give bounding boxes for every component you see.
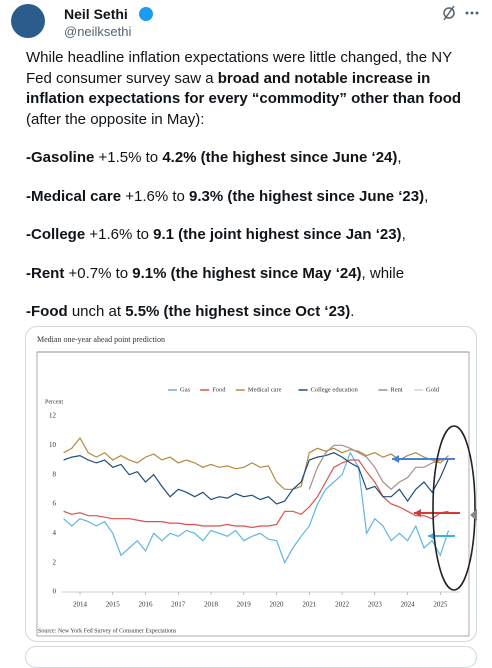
author-handle[interactable]: @neilksethi — [64, 24, 132, 39]
x-tick-label: 2024 — [401, 601, 416, 609]
text: , — [424, 187, 429, 205]
chart-frame — [36, 351, 470, 637]
x-tick-label: 2022 — [335, 601, 350, 609]
text: unch at — [67, 303, 126, 320]
legend-label: Food — [212, 386, 226, 393]
bold-text: -Medical care — [26, 187, 122, 205]
bold-text: broad and notable increase in inflation … — [26, 69, 462, 108]
verified-badge — [139, 7, 153, 21]
paragraph: -Rent +0.7% to 9.1% (the highest since M… — [26, 264, 476, 285]
legend-label: Gold — [426, 386, 440, 393]
source: Source: New York Fed Survey of Consumer … — [38, 627, 177, 634]
text: While headline inflation expectations we… — [26, 49, 452, 87]
paragraph: While headline inflation expectations we… — [26, 48, 476, 130]
y-tick-label: 12 — [49, 412, 57, 420]
y-tick-label: 6 — [53, 500, 57, 508]
text: (after the opposite in May): — [26, 110, 205, 128]
series-line — [63, 451, 450, 565]
bold-text: -Rent — [26, 264, 65, 282]
bold-text: 9.1% (the highest since May ‘24) — [132, 264, 362, 282]
x-tick-label: 2019 — [237, 601, 252, 609]
text: +0.7% to — [64, 264, 133, 282]
annotation-arrowhead — [414, 509, 421, 517]
x-tick-label: 2020 — [270, 601, 285, 609]
bold-text: 9.1 (the joint highest since Jan ‘23) — [153, 226, 402, 243]
x-tick-label: 2023 — [368, 601, 383, 609]
x-tick-label: 2017 — [171, 601, 186, 609]
x-tick-label: 2016 — [139, 601, 154, 609]
paragraph: -Gasoline +1.5% to 4.2% (the highest sin… — [26, 148, 476, 169]
author-name[interactable]: Neil Sethi — [64, 6, 128, 22]
bold-text: -College — [26, 226, 86, 243]
series-line — [63, 459, 449, 529]
paragraph: -College +1.6% to 9.1 (the joint highest… — [26, 225, 476, 246]
text: , while — [361, 264, 405, 282]
x-tick-label: 2021 — [302, 601, 317, 609]
bold-text: 4.2% (the highest since June ‘24) — [162, 149, 398, 166]
annotation-arrowhead — [470, 509, 477, 521]
tweet-text: While headline inflation expectations we… — [26, 48, 476, 341]
series-line — [308, 444, 449, 491]
text: , — [401, 226, 406, 243]
legend-label: Gas — [180, 386, 191, 393]
series-line — [63, 436, 449, 490]
y-tick-label: 4 — [53, 529, 57, 537]
bold-text: 5.5% (the highest since Oct ‘23) — [125, 303, 351, 320]
annotation-ellipse — [432, 425, 476, 591]
y-tick-label: 10 — [49, 441, 57, 449]
x-tick-label: 2018 — [204, 601, 219, 609]
text: +1.5% to — [94, 149, 163, 166]
x-tick-label: 2015 — [106, 601, 121, 609]
bold-text: -Food — [26, 303, 68, 320]
more-icon[interactable] — [465, 11, 479, 15]
y-tick-label: 0 — [53, 588, 57, 596]
annotation-arrowhead — [392, 455, 399, 463]
series-line — [63, 452, 450, 505]
chart-card[interactable] — [25, 326, 477, 642]
chart-title: Median one-year ahead point prediction — [37, 335, 165, 344]
legend-label: Rent — [390, 386, 402, 393]
legend-label: Medical care — [248, 386, 282, 393]
paragraph: -Food unch at 5.5% (the highest since Oc… — [26, 302, 476, 323]
x-tick-label: 2014 — [73, 601, 88, 609]
legend-label: College education — [311, 386, 359, 393]
text: +1.6% to — [121, 187, 190, 205]
bold-text: -Gasoline — [26, 149, 95, 166]
y-tick-label: 8 — [53, 470, 57, 478]
bold-text: 9.3% (the highest since June ‘23) — [189, 187, 425, 205]
paragraph: -Medical care +1.6% to 9.3% (the highest… — [26, 187, 476, 208]
avatar[interactable] — [11, 4, 45, 38]
x-tick-label: 2025 — [433, 601, 448, 609]
text: . — [350, 303, 355, 320]
y-tick-label: 2 — [53, 558, 57, 566]
y-axis-label: Percent — [45, 399, 63, 405]
menu-icons[interactable] — [443, 5, 455, 21]
text: , — [397, 149, 402, 166]
text: +1.6% to — [85, 226, 154, 243]
